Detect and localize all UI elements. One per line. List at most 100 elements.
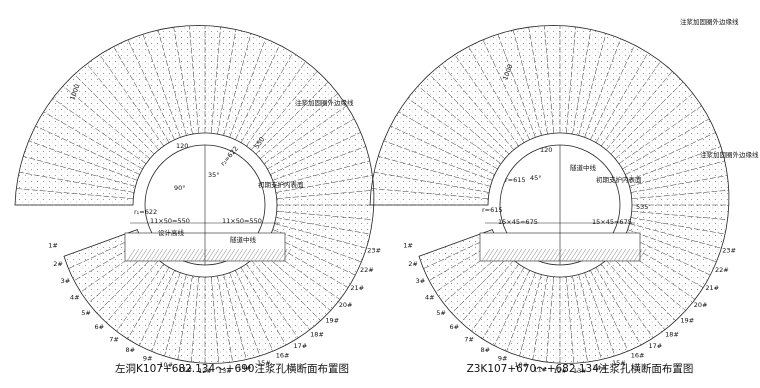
hatch — [537, 248, 547, 262]
hole-number: 19# — [325, 317, 339, 325]
hole-number: 3# — [61, 277, 71, 285]
hatch — [545, 248, 555, 262]
grout-hole-line — [23, 156, 136, 187]
hole-number: 15# — [257, 359, 271, 367]
hatch — [533, 248, 543, 262]
grout-hole-line — [263, 246, 341, 300]
hole-number: 2# — [408, 260, 418, 268]
label: 隧道中线 — [230, 235, 257, 244]
hatch — [146, 248, 156, 262]
grout-hole-line — [374, 171, 490, 193]
grout-hole-line — [497, 34, 536, 138]
hatch — [629, 248, 639, 262]
hole-number: 11# — [179, 365, 193, 373]
hatch — [142, 248, 152, 262]
hole-number: 1# — [403, 242, 413, 250]
grout-hole-line — [86, 63, 159, 151]
hole-number: 6# — [95, 323, 105, 331]
grout-hole-line — [572, 29, 592, 135]
right-section: 注浆加固圈外边缘线 1000 注浆加固圈外边缘线 120 r=615 r=615… — [369, 17, 759, 375]
hatch — [138, 248, 148, 262]
hatch — [170, 248, 180, 262]
grout-hole-line — [519, 274, 542, 357]
grout-hole-line — [471, 263, 519, 332]
hole-number: 13# — [573, 367, 587, 375]
grout-hole-line — [606, 259, 665, 330]
hatch — [150, 248, 160, 262]
label: 15×45=675 — [498, 218, 538, 226]
hatch — [158, 248, 168, 262]
label: 设计高线 — [158, 228, 185, 237]
hatch — [525, 248, 535, 262]
grout-hole-line — [454, 54, 519, 147]
hole-number: 3# — [416, 277, 426, 285]
label: r₁=622 — [134, 208, 157, 216]
hole-number: 18# — [665, 330, 679, 338]
hatch — [178, 248, 188, 262]
label: 90° — [174, 184, 186, 192]
grout-hole-line — [614, 251, 686, 311]
grout-hole-line — [52, 98, 147, 164]
grout-hole-line — [631, 189, 729, 199]
grout-hole-line — [584, 272, 616, 356]
hatch — [577, 248, 587, 262]
grout-hole-line — [259, 251, 331, 311]
hole-number: 5# — [436, 309, 446, 317]
hatch — [521, 248, 531, 262]
grout-hole-line — [255, 81, 329, 155]
grout-hole-line — [625, 132, 716, 175]
hatch — [130, 248, 140, 262]
hatch — [557, 248, 567, 262]
hole-number: 22# — [360, 266, 374, 274]
grout-hole-line — [113, 46, 170, 143]
grout-hole-line — [383, 140, 493, 181]
grout-hole-line — [578, 274, 602, 360]
hole-number: 20# — [694, 301, 708, 309]
hatch — [597, 248, 607, 262]
hatch — [493, 248, 503, 262]
hole-number: 10# — [159, 361, 173, 369]
hatch — [266, 248, 276, 262]
hatch — [226, 248, 236, 262]
grout-hole-line — [96, 255, 155, 314]
grout-hole-line — [441, 63, 514, 151]
grout-hole-line — [398, 111, 498, 170]
hole-number: 7# — [464, 335, 474, 343]
grout-hole-line — [275, 175, 373, 193]
hatch — [501, 248, 511, 262]
hole-number: 23# — [722, 246, 736, 254]
hatch — [270, 248, 280, 262]
hatch — [254, 248, 264, 262]
grout-hole-line — [177, 275, 193, 360]
grout-hole-line — [116, 263, 164, 332]
grout-hole-line — [584, 38, 621, 138]
grout-hole-line — [595, 267, 642, 346]
hatch — [182, 248, 192, 262]
hatch — [278, 248, 288, 262]
grout-hole-line — [235, 270, 274, 352]
hatch — [605, 248, 615, 262]
label: 35° — [208, 171, 220, 179]
hatch — [505, 248, 515, 262]
grout-hole-line — [35, 125, 140, 175]
label: 11×50=550 — [222, 217, 262, 225]
grout-hole-line — [255, 255, 321, 321]
hatch — [581, 248, 591, 262]
hatch — [262, 248, 272, 262]
hatch — [637, 248, 647, 262]
grout-hole-line — [627, 146, 721, 181]
hatch — [242, 248, 252, 262]
grout-hole-line — [223, 274, 247, 360]
hatch — [174, 248, 184, 262]
grout-hole-line — [127, 267, 170, 340]
hatch — [206, 248, 216, 262]
hatch — [561, 248, 571, 262]
grout-hole-line — [251, 259, 310, 330]
hole-number: 8# — [126, 346, 136, 354]
hatch — [154, 248, 164, 262]
grout-hole-line — [19, 171, 135, 193]
grout-hole-line — [407, 98, 502, 164]
hatch — [609, 248, 619, 262]
grout-hole-line — [223, 33, 252, 136]
grout-hole-line — [378, 156, 491, 187]
